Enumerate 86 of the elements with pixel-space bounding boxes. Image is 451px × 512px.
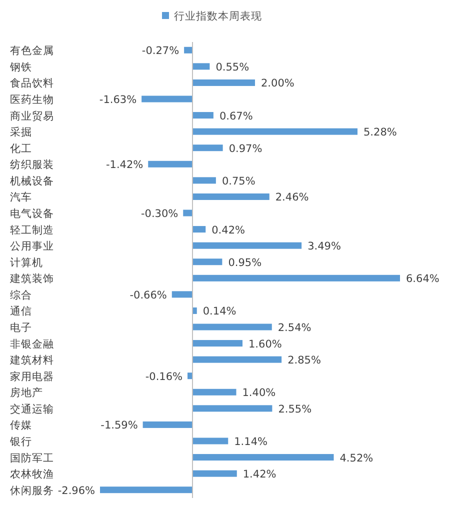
- data-label: 0.75%: [222, 175, 256, 188]
- bar: [148, 160, 192, 168]
- data-label: -1.42%: [106, 159, 144, 172]
- data-label: 1.60%: [248, 338, 282, 350]
- bar: [192, 356, 282, 363]
- data-label: -1.63%: [99, 94, 137, 106]
- bar: [192, 324, 272, 330]
- bar: [192, 454, 334, 461]
- data-label: 2.54%: [278, 322, 312, 334]
- bar: [192, 193, 270, 200]
- y-tick-label: 商业贸易: [10, 109, 54, 122]
- y-tick-label: 纺织服装: [10, 158, 54, 172]
- data-label: 2.55%: [278, 403, 312, 416]
- bar: [192, 242, 302, 249]
- bar: [192, 226, 206, 233]
- data-label: -2.96%: [58, 484, 96, 497]
- bar: [142, 421, 192, 428]
- data-label: 5.28%: [364, 126, 397, 139]
- y-tick-label: 化工: [10, 142, 32, 155]
- y-tick-label: 医药生物: [10, 93, 54, 106]
- bar: [192, 405, 272, 412]
- y-tick-label: 非银金融: [10, 337, 54, 350]
- data-label: 2.00%: [261, 78, 294, 90]
- bar: [192, 438, 228, 444]
- y-tick-label: 综合: [10, 288, 32, 302]
- bar: [192, 307, 197, 314]
- y-tick-label: 有色金属: [10, 45, 54, 58]
- data-label: 2.46%: [275, 192, 309, 204]
- y-tick-label: 钢铁: [9, 61, 32, 74]
- y-tick-label: 银行: [9, 436, 32, 448]
- bar: [192, 112, 214, 119]
- y-tick-label: 房地产: [10, 386, 43, 400]
- y-tick-label: 休闲服务: [10, 484, 54, 497]
- bar: [100, 486, 192, 494]
- data-label: -0.30%: [140, 208, 178, 220]
- y-tick-label: 食品饮料: [10, 76, 54, 90]
- data-label: -0.27%: [142, 45, 180, 58]
- bar: [184, 46, 192, 54]
- bar: [188, 372, 192, 380]
- bar: [192, 128, 358, 135]
- data-label: 0.97%: [228, 142, 262, 155]
- bar: [192, 470, 237, 477]
- y-tick-label: 农林牧渔: [10, 468, 54, 481]
- bar: [192, 79, 255, 86]
- y-tick-label: 机械设备: [10, 174, 54, 188]
- data-label: 1.40%: [242, 387, 276, 400]
- data-label: 2.85%: [288, 354, 321, 367]
- y-tick-label: 计算机: [10, 256, 43, 269]
- y-tick-label: 通信: [10, 304, 32, 318]
- y-tick-label: 传媒: [10, 420, 32, 432]
- y-tick-label: 电气设备: [10, 207, 54, 220]
- y-tick-label: 家用电器: [10, 370, 54, 383]
- y-tick-label: 汽车: [10, 190, 32, 204]
- bar: [192, 144, 223, 152]
- y-tick-label: 轻工制造: [10, 223, 54, 236]
- y-tick-label: 公用事业: [10, 240, 54, 253]
- data-label: 3.49%: [308, 240, 341, 253]
- data-label: 0.95%: [228, 256, 262, 269]
- bar: [192, 274, 400, 282]
- bar: [192, 340, 242, 347]
- y-tick-label: 交通运输: [10, 402, 54, 416]
- data-label: 0.55%: [216, 61, 250, 74]
- data-label: 4.52%: [340, 452, 374, 464]
- data-label: 0.14%: [202, 306, 236, 318]
- y-tick-label: 电子: [10, 321, 32, 334]
- legend-label: 行业指数本周表现: [174, 10, 262, 22]
- data-label: -0.16%: [145, 370, 183, 383]
- y-tick-label: 国防军工: [10, 451, 54, 464]
- y-tick-label: 建筑材料: [9, 354, 54, 367]
- data-label: -1.59%: [100, 420, 138, 432]
- bar: [142, 96, 192, 102]
- y-tick-label: 建筑装饰: [9, 272, 54, 286]
- y-tick-label: 采掘: [10, 126, 32, 139]
- bar: [172, 291, 192, 298]
- bar: [192, 258, 222, 266]
- bar: [183, 210, 192, 216]
- bar: [192, 63, 210, 70]
- bar: [192, 388, 236, 396]
- legend: 行业指数本周表现: [162, 10, 262, 22]
- data-label: 1.42%: [242, 468, 276, 481]
- data-label: 0.42%: [212, 224, 246, 236]
- data-label: -0.66%: [130, 289, 167, 302]
- data-label: 1.14%: [234, 436, 268, 448]
- data-label: 6.64%: [406, 273, 440, 286]
- data-label: 0.67%: [219, 110, 253, 122]
- bar: [192, 177, 216, 184]
